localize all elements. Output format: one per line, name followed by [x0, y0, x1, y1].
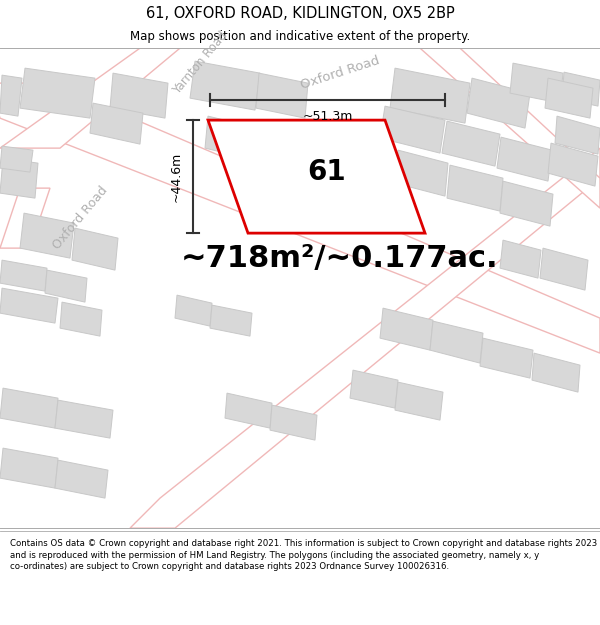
- Text: Contains OS data © Crown copyright and database right 2021. This information is : Contains OS data © Crown copyright and d…: [10, 539, 598, 571]
- Polygon shape: [0, 48, 180, 148]
- Polygon shape: [20, 68, 95, 118]
- Polygon shape: [447, 165, 503, 211]
- Polygon shape: [55, 460, 108, 498]
- Polygon shape: [256, 73, 308, 118]
- Polygon shape: [255, 131, 313, 175]
- Polygon shape: [0, 158, 38, 198]
- Polygon shape: [500, 181, 553, 226]
- Polygon shape: [420, 48, 600, 208]
- Text: ~718m²/~0.177ac.: ~718m²/~0.177ac.: [181, 244, 499, 272]
- Polygon shape: [270, 405, 317, 440]
- Polygon shape: [395, 150, 448, 196]
- Polygon shape: [0, 75, 22, 116]
- Polygon shape: [480, 338, 533, 378]
- Polygon shape: [500, 240, 541, 278]
- Polygon shape: [175, 295, 212, 326]
- Polygon shape: [55, 400, 113, 438]
- Text: Oxford Road: Oxford Road: [50, 184, 110, 252]
- Polygon shape: [208, 120, 425, 233]
- Polygon shape: [562, 72, 600, 106]
- Polygon shape: [0, 146, 33, 172]
- Polygon shape: [0, 288, 58, 323]
- Polygon shape: [205, 116, 258, 160]
- Polygon shape: [540, 248, 588, 290]
- Text: Yarnton Road: Yarnton Road: [170, 29, 230, 97]
- Polygon shape: [130, 148, 600, 528]
- Polygon shape: [380, 308, 433, 350]
- Polygon shape: [442, 121, 500, 166]
- Polygon shape: [395, 382, 443, 420]
- Polygon shape: [467, 78, 530, 128]
- Polygon shape: [60, 302, 102, 336]
- Polygon shape: [532, 353, 580, 392]
- Polygon shape: [555, 116, 600, 154]
- Polygon shape: [548, 143, 598, 186]
- Polygon shape: [430, 321, 483, 363]
- Polygon shape: [0, 83, 600, 353]
- Polygon shape: [20, 213, 74, 258]
- Polygon shape: [545, 78, 593, 118]
- Polygon shape: [0, 388, 58, 428]
- Polygon shape: [0, 260, 47, 291]
- Polygon shape: [497, 137, 552, 181]
- Polygon shape: [72, 228, 118, 270]
- Text: 61, OXFORD ROAD, KIDLINGTON, OX5 2BP: 61, OXFORD ROAD, KIDLINGTON, OX5 2BP: [146, 6, 454, 21]
- Polygon shape: [380, 106, 445, 153]
- Polygon shape: [45, 270, 87, 302]
- Polygon shape: [110, 73, 168, 118]
- Polygon shape: [210, 305, 252, 336]
- Polygon shape: [0, 448, 58, 488]
- Polygon shape: [510, 63, 563, 103]
- Text: ~44.6m: ~44.6m: [170, 151, 183, 202]
- Polygon shape: [190, 61, 260, 110]
- Polygon shape: [310, 146, 358, 190]
- Polygon shape: [90, 103, 143, 144]
- Polygon shape: [225, 393, 272, 428]
- Text: Oxford Road: Oxford Road: [299, 54, 381, 92]
- Text: ~51.3m: ~51.3m: [302, 110, 353, 123]
- Polygon shape: [0, 188, 50, 248]
- Text: 61: 61: [307, 158, 346, 186]
- Text: Map shows position and indicative extent of the property.: Map shows position and indicative extent…: [130, 29, 470, 42]
- Polygon shape: [350, 370, 398, 408]
- Polygon shape: [255, 163, 298, 198]
- Polygon shape: [390, 68, 470, 123]
